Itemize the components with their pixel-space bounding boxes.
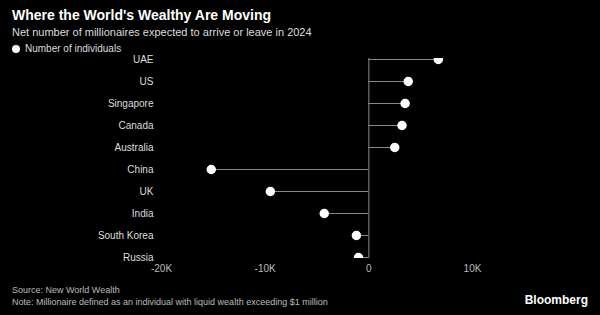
svg-text:Russia: Russia (123, 252, 154, 263)
html-text:Where the World's Wealthy Are: Where the World's Wealthy Are Moving (12, 7, 271, 23)
svg-text:0: 0 (366, 263, 372, 274)
svg-text:10K: 10K (464, 263, 482, 274)
svg-text:China: China (127, 164, 154, 175)
svg-text:South Korea: South Korea (98, 230, 154, 241)
svg-text:Canada: Canada (118, 120, 153, 131)
svg-text:India: India (132, 208, 154, 219)
svg-text:-10K: -10K (255, 263, 276, 274)
svg-text:-20K: -20K (151, 263, 172, 274)
svg-text:Singapore: Singapore (108, 98, 154, 109)
html-text:Bloomberg: Bloomberg (524, 293, 588, 307)
html-text:Note: Millionaire defined as a: Note: Millionaire defined as an individu… (12, 297, 328, 307)
html-text:Number of individuals: Number of individuals (25, 43, 122, 54)
svg-text:UAE: UAE (133, 55, 154, 65)
html-text:Net number of millionaires exp: Net number of millionaires expected to a… (12, 26, 312, 38)
svg-text:UK: UK (140, 186, 154, 197)
html-text:Source: New World Wealth: Source: New World Wealth (12, 285, 120, 295)
svg-text:US: US (140, 76, 154, 87)
svg-text:Australia: Australia (115, 142, 154, 153)
